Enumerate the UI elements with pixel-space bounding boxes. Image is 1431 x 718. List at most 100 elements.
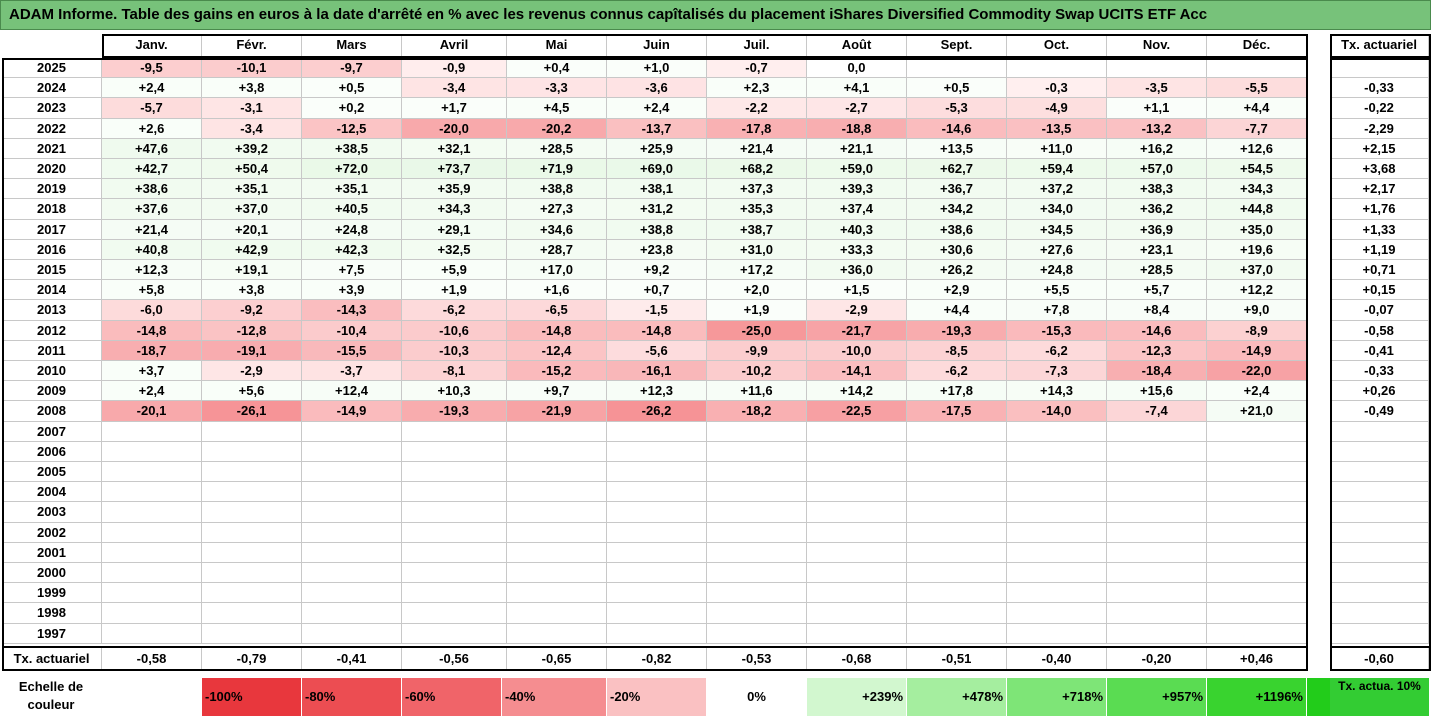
table-cell: +2,4 <box>102 381 202 401</box>
table-cell: +42,9 <box>202 240 302 260</box>
table-cell: -12,8 <box>202 321 302 341</box>
table-cell: +2,9 <box>907 280 1007 300</box>
table-cell: +0,7 <box>607 280 707 300</box>
table-cell <box>807 563 907 583</box>
table-cell <box>907 523 1007 543</box>
table-cell: +4,4 <box>1207 98 1307 119</box>
table-cell <box>1007 502 1107 523</box>
footer-cell: -0,65 <box>507 648 607 670</box>
table-cell: -20,2 <box>507 119 607 139</box>
rate-cell <box>1330 462 1429 482</box>
table-cell <box>202 462 302 482</box>
table-cell <box>907 583 1007 603</box>
table-cell <box>202 482 302 502</box>
rate-cell <box>1330 603 1429 624</box>
table-cell: -14,3 <box>302 300 402 321</box>
table-cell: +0,2 <box>302 98 402 119</box>
table-cell: +2,4 <box>102 78 202 98</box>
table-cell: +11,0 <box>1007 139 1107 159</box>
table-cell: +14,3 <box>1007 381 1107 401</box>
table-cell: -16,1 <box>607 361 707 381</box>
table-cell: +7,5 <box>302 260 402 280</box>
table-cell: +20,1 <box>202 220 302 240</box>
table-cell: -6,2 <box>1007 341 1107 361</box>
table-cell: +0,4 <box>507 58 607 78</box>
year-label: 2013 <box>2 300 102 321</box>
color-scale-swatch: -80% <box>302 678 402 716</box>
year-label: 2019 <box>2 179 102 199</box>
year-label: 2024 <box>2 78 102 98</box>
color-scale-swatch: +718% <box>1007 678 1107 716</box>
table-cell <box>302 603 402 624</box>
table-cell <box>1107 442 1207 462</box>
table-cell: -3,3 <box>507 78 607 98</box>
table-cell: -12,4 <box>507 341 607 361</box>
table-cell: +3,7 <box>102 361 202 381</box>
table-cell: -8,9 <box>1207 321 1307 341</box>
year-label: 1998 <box>2 603 102 624</box>
table-cell: -18,2 <box>707 401 807 422</box>
table-cell: -19,3 <box>402 401 507 422</box>
table-cell <box>907 482 1007 502</box>
table-cell: +23,8 <box>607 240 707 260</box>
table-cell: -3,5 <box>1107 78 1207 98</box>
table-cell: -14,6 <box>907 119 1007 139</box>
rate-cell: +1,19 <box>1330 240 1429 260</box>
table-cell <box>202 583 302 603</box>
table-cell <box>1207 583 1307 603</box>
table-cell: +1,9 <box>402 280 507 300</box>
table-cell: -8,5 <box>907 341 1007 361</box>
table-cell: -15,5 <box>302 341 402 361</box>
year-label: 2020 <box>2 159 102 179</box>
table-cell: +24,8 <box>1007 260 1107 280</box>
table-cell: -10,0 <box>807 341 907 361</box>
table-cell <box>1007 543 1107 563</box>
month-header: Janv. <box>102 34 202 57</box>
table-cell <box>707 482 807 502</box>
table-cell: -6,5 <box>507 300 607 321</box>
table-cell: +12,6 <box>1207 139 1307 159</box>
year-label: 2001 <box>2 543 102 563</box>
table-cell: +4,1 <box>807 78 907 98</box>
table-cell: +71,9 <box>507 159 607 179</box>
table-cell: +7,8 <box>1007 300 1107 321</box>
rate-cell <box>1330 58 1429 78</box>
month-header: Févr. <box>202 34 302 57</box>
table-cell <box>1007 58 1107 78</box>
table-cell <box>507 502 607 523</box>
table-cell: +4,5 <box>507 98 607 119</box>
rate-cell <box>1330 482 1429 502</box>
table-cell: +27,6 <box>1007 240 1107 260</box>
table-cell: +38,5 <box>302 139 402 159</box>
rate-cell <box>1330 523 1429 543</box>
table-cell <box>1107 58 1207 78</box>
month-header: Mars <box>302 34 402 57</box>
table-cell: +16,2 <box>1107 139 1207 159</box>
report-title: ADAM Informe. Table des gains en euros à… <box>0 0 1431 30</box>
table-cell <box>1207 603 1307 624</box>
table-cell <box>707 543 807 563</box>
table-cell: -13,7 <box>607 119 707 139</box>
rate-cell <box>1330 583 1429 603</box>
year-label: 1999 <box>2 583 102 603</box>
table-cell <box>1207 563 1307 583</box>
table-cell: +38,3 <box>1107 179 1207 199</box>
year-label: 2002 <box>2 523 102 543</box>
table-cell: -5,7 <box>102 98 202 119</box>
table-cell <box>1207 624 1307 644</box>
year-label: 2004 <box>2 482 102 502</box>
table-cell: +0,5 <box>302 78 402 98</box>
month-header: Sept. <box>907 34 1007 57</box>
table-cell: +34,0 <box>1007 199 1107 220</box>
table-cell <box>507 563 607 583</box>
year-label: 2014 <box>2 280 102 300</box>
table-cell: +35,0 <box>1207 220 1307 240</box>
table-cell <box>607 563 707 583</box>
table-cell: +9,0 <box>1207 300 1307 321</box>
table-cell <box>807 442 907 462</box>
table-cell <box>1007 462 1107 482</box>
table-cell: +13,5 <box>907 139 1007 159</box>
table-cell: -0,7 <box>707 58 807 78</box>
table-cell <box>1107 462 1207 482</box>
table-cell: +35,1 <box>202 179 302 199</box>
